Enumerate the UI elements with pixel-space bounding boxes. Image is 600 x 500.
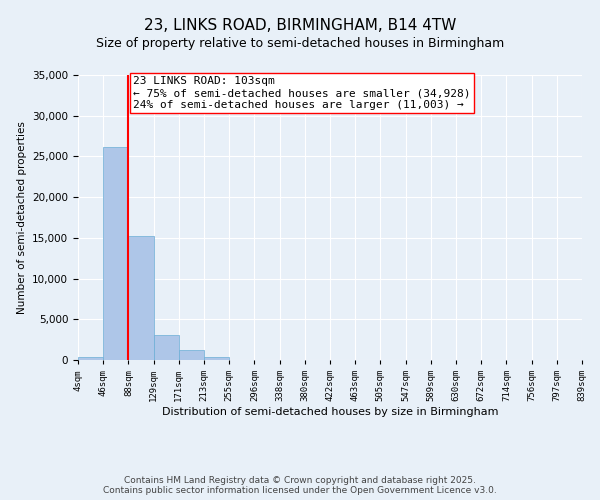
Bar (128, 236, 154, 360)
Bar (78, 356, 103, 360)
Text: Contains HM Land Registry data © Crown copyright and database right 2025.
Contai: Contains HM Land Registry data © Crown c… (103, 476, 497, 495)
Bar (103, 148, 128, 360)
Bar (179, 350, 204, 360)
Text: 23, LINKS ROAD, BIRMINGHAM, B14 4TW: 23, LINKS ROAD, BIRMINGHAM, B14 4TW (144, 18, 456, 32)
Bar (204, 357, 229, 360)
Y-axis label: Number of semi-detached properties: Number of semi-detached properties (17, 121, 26, 314)
Bar (154, 335, 179, 360)
X-axis label: Distribution of semi-detached houses by size in Birmingham: Distribution of semi-detached houses by … (162, 407, 498, 417)
Text: 23 LINKS ROAD: 103sqm
← 75% of semi-detached houses are smaller (34,928)
24% of : 23 LINKS ROAD: 103sqm ← 75% of semi-deta… (133, 76, 471, 110)
Text: Size of property relative to semi-detached houses in Birmingham: Size of property relative to semi-detach… (96, 38, 504, 51)
